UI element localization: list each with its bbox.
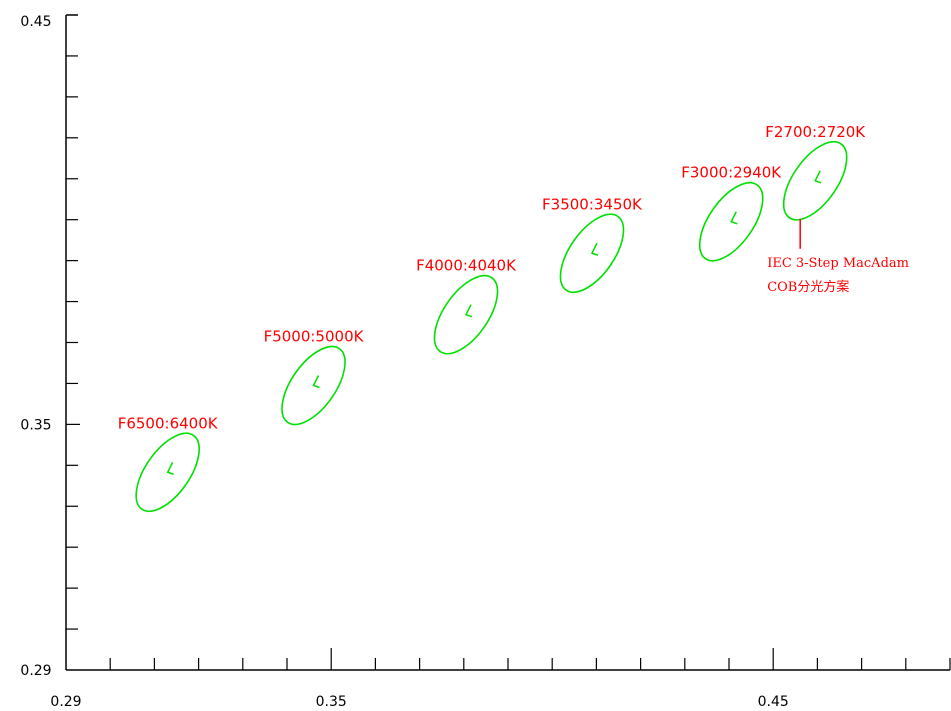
macadam-ellipse — [433, 274, 499, 355]
macadam-ellipse — [135, 432, 200, 513]
macadam-ellipse — [559, 213, 625, 294]
y-tick-label: 0.45 — [20, 14, 51, 30]
ellipse-center-mark — [590, 242, 599, 256]
point-label: F4000:4040K — [416, 257, 517, 275]
x-tick-label: 0.35 — [316, 694, 347, 710]
point-label: F3000:2940K — [681, 164, 782, 182]
ellipse-center-mark — [730, 211, 738, 225]
ellipse-center-mark — [464, 304, 473, 318]
point-label: F3500:3450K — [542, 195, 643, 213]
x-tick-label: 0.29 — [50, 694, 81, 710]
point-labels: F6500:6400K F5000:5000K F4000:4040K F3500:3… — [118, 123, 867, 432]
ellipse-center-mark — [312, 375, 320, 389]
data-ellipses — [135, 141, 848, 513]
tick-marks — [66, 55, 951, 670]
y-tick-label: 0.29 — [20, 663, 51, 679]
annotation-text: IEC 3-Step MacAdam — [767, 256, 909, 271]
point-label: F2700:2720K — [765, 123, 866, 141]
macadam-ellipse — [281, 345, 346, 426]
x-tick-label: 0.45 — [758, 694, 789, 710]
tick-labels: 0.29 0.35 0.45 0.45 0.35 0.29 — [20, 14, 788, 710]
annotation-text: COB分光方案 — [767, 279, 849, 295]
point-label: F5000:5000K — [264, 327, 365, 345]
ellipse-center-mark — [166, 461, 174, 475]
annotation: IEC 3-Step MacAdam COB分光方案 — [767, 218, 909, 295]
ellipse-center-mark — [814, 170, 822, 184]
axes — [65, 14, 950, 671]
y-tick-label: 0.35 — [20, 417, 51, 433]
point-label: F6500:6400K — [118, 414, 219, 432]
macadam-ellipse — [782, 141, 848, 221]
macadam-ellipse — [698, 181, 764, 262]
